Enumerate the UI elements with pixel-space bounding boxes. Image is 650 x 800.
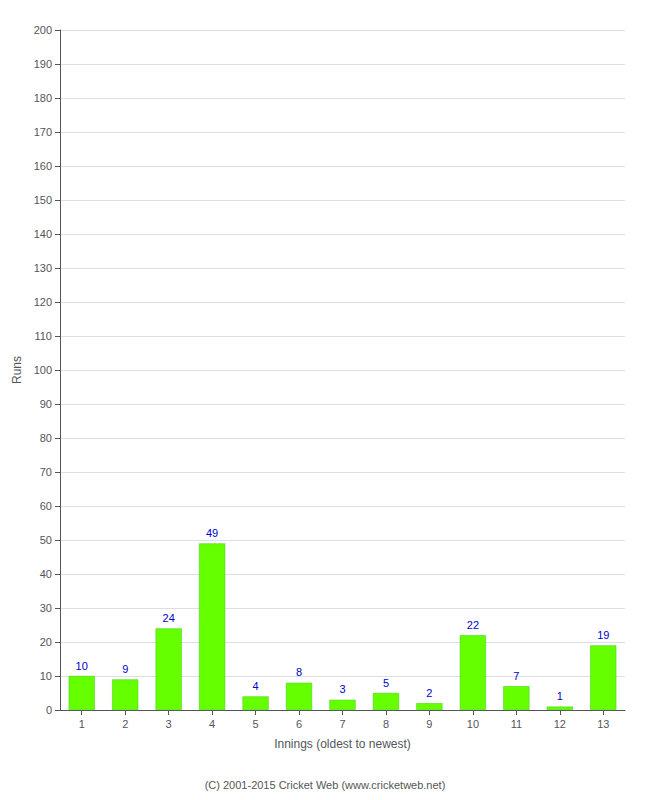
svg-text:22: 22 xyxy=(467,619,479,631)
svg-text:Innings (oldest to newest): Innings (oldest to newest) xyxy=(274,737,411,751)
svg-text:3: 3 xyxy=(339,683,345,695)
svg-text:5: 5 xyxy=(383,677,389,689)
svg-text:60: 60 xyxy=(40,500,52,512)
svg-text:1: 1 xyxy=(557,690,563,702)
svg-text:5: 5 xyxy=(253,718,259,730)
svg-text:120: 120 xyxy=(34,296,52,308)
svg-text:50: 50 xyxy=(40,534,52,546)
svg-text:90: 90 xyxy=(40,398,52,410)
svg-text:70: 70 xyxy=(40,466,52,478)
svg-text:7: 7 xyxy=(513,670,519,682)
svg-text:19: 19 xyxy=(597,629,609,641)
svg-text:2: 2 xyxy=(122,718,128,730)
svg-text:150: 150 xyxy=(34,194,52,206)
svg-text:4: 4 xyxy=(253,680,259,692)
svg-text:80: 80 xyxy=(40,432,52,444)
svg-text:200: 200 xyxy=(34,24,52,36)
svg-text:Runs: Runs xyxy=(10,356,24,384)
svg-text:1: 1 xyxy=(79,718,85,730)
svg-text:170: 170 xyxy=(34,126,52,138)
svg-text:7: 7 xyxy=(339,718,345,730)
svg-text:(C) 2001-2015 Cricket Web (www: (C) 2001-2015 Cricket Web (www.cricketwe… xyxy=(205,779,446,791)
svg-text:180: 180 xyxy=(34,92,52,104)
svg-text:20: 20 xyxy=(40,636,52,648)
svg-text:9: 9 xyxy=(122,663,128,675)
svg-text:130: 130 xyxy=(34,262,52,274)
svg-text:24: 24 xyxy=(163,612,175,624)
svg-text:10: 10 xyxy=(40,670,52,682)
svg-text:2: 2 xyxy=(426,687,432,699)
svg-text:9: 9 xyxy=(426,718,432,730)
svg-text:8: 8 xyxy=(383,718,389,730)
svg-text:6: 6 xyxy=(296,718,302,730)
svg-text:40: 40 xyxy=(40,568,52,580)
svg-text:11: 11 xyxy=(511,718,522,730)
svg-text:110: 110 xyxy=(34,330,52,342)
svg-text:160: 160 xyxy=(34,160,52,172)
svg-text:13: 13 xyxy=(597,718,609,730)
svg-text:4: 4 xyxy=(209,718,215,730)
svg-text:30: 30 xyxy=(40,602,52,614)
svg-text:190: 190 xyxy=(34,58,52,70)
svg-text:49: 49 xyxy=(206,527,218,539)
svg-text:0: 0 xyxy=(46,704,52,716)
svg-text:100: 100 xyxy=(34,364,52,376)
svg-text:10: 10 xyxy=(76,660,88,672)
svg-text:8: 8 xyxy=(296,666,302,678)
svg-text:3: 3 xyxy=(166,718,172,730)
svg-text:10: 10 xyxy=(467,718,479,730)
svg-text:140: 140 xyxy=(34,228,52,240)
svg-text:12: 12 xyxy=(554,718,566,730)
